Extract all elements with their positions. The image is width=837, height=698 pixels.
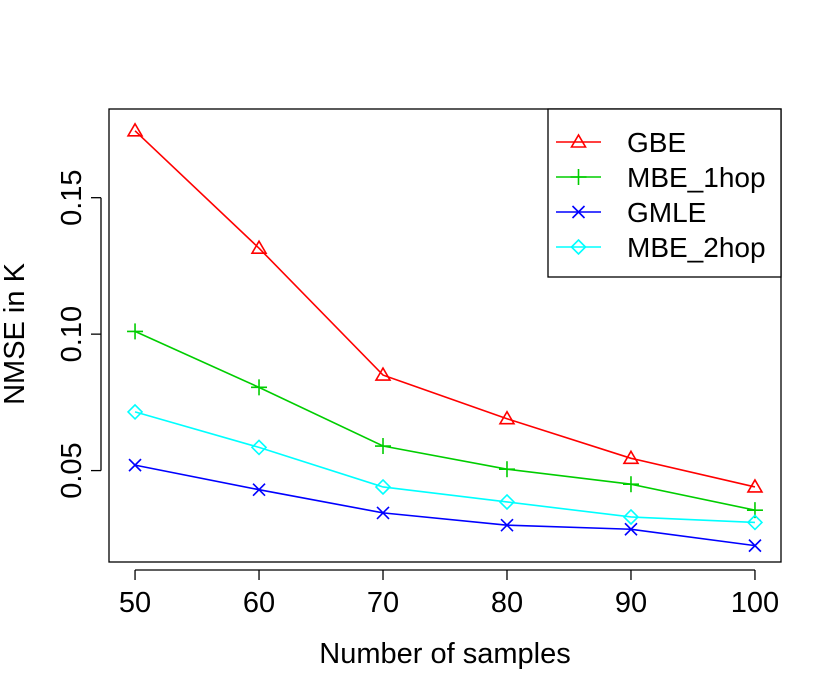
series-layer (126, 122, 764, 553)
data-point-gbe (746, 478, 764, 493)
legend-label-gmle: GMLE (627, 197, 706, 228)
data-point-mbe-2hop (374, 478, 392, 496)
legend: GBE MBE_1hop GMLE MBE_2hop (547, 108, 782, 278)
legend-item-mbe-1hop: MBE_1hop (556, 162, 766, 193)
data-point-mbe-1hop (251, 379, 268, 396)
plot-frame (108, 108, 782, 563)
axis-layer: 50 60 70 80 90 100 0.05 0.10 0.15 (56, 169, 779, 619)
legend-marker-gbe (570, 133, 587, 148)
y-tick-label: 0.15 (56, 169, 88, 225)
legend-marker-mbe-1hop (570, 169, 587, 185)
legend-item-gbe: GBE (556, 127, 686, 158)
data-point-gbe (126, 122, 144, 137)
legend-marker-mbe-2hop (570, 238, 587, 256)
series-mbe-1hop (127, 323, 763, 519)
data-point-gbe (622, 449, 640, 465)
x-tick-label: 50 (119, 587, 151, 619)
legend-marker-gmle (571, 205, 586, 219)
legend-item-mbe-2hop: MBE_2hop (556, 232, 766, 263)
series-line-mbe-2hop (134, 411, 755, 524)
data-point-gbe (498, 410, 516, 425)
x-tick-label: 70 (367, 587, 399, 619)
data-point-gbe (374, 366, 392, 381)
series-line-gmle (134, 464, 756, 547)
data-point-gmle (252, 483, 266, 497)
x-tick-label: 100 (731, 587, 779, 619)
x-tick-label: 60 (243, 587, 275, 619)
series-mbe-2hop (126, 403, 764, 531)
legend-label-gbe: GBE (627, 127, 686, 158)
data-point-mbe-1hop (498, 461, 515, 478)
series-gbe (126, 122, 764, 493)
data-point-mbe-2hop (622, 508, 640, 526)
data-point-mbe-1hop (375, 438, 392, 455)
legend-label-mbe-2hop: MBE_2hop (627, 232, 766, 263)
data-point-mbe-2hop (746, 514, 764, 531)
legend-items: GBE MBE_1hop GMLE MBE_2hop (556, 127, 766, 263)
data-point-gbe (250, 239, 268, 254)
data-point-gmle (376, 506, 390, 520)
data-point-mbe-1hop (127, 323, 144, 340)
data-point-gmle (624, 522, 638, 536)
series-line-gbe (134, 130, 756, 488)
data-point-gmle (128, 458, 142, 472)
series-gmle (128, 458, 762, 553)
x-axis-label: Number of samples (319, 638, 570, 670)
data-point-mbe-2hop (498, 493, 516, 511)
x-tick-label: 80 (491, 587, 523, 619)
data-point-gmle (748, 539, 762, 553)
data-point-mbe-1hop (622, 476, 639, 493)
legend-box (547, 108, 782, 278)
data-point-mbe-2hop (126, 403, 144, 421)
legend-item-gmle: GMLE (556, 197, 706, 228)
series-line-mbe-1hop (134, 330, 756, 511)
data-point-gmle (500, 518, 514, 532)
y-tick-label: 0.10 (56, 306, 88, 362)
legend-label-mbe-1hop: MBE_1hop (627, 162, 766, 193)
y-axis-label: NMSE in K (0, 262, 31, 404)
x-tick-label: 90 (615, 587, 647, 619)
data-point-mbe-2hop (250, 439, 268, 456)
y-tick-label: 0.05 (56, 442, 88, 498)
